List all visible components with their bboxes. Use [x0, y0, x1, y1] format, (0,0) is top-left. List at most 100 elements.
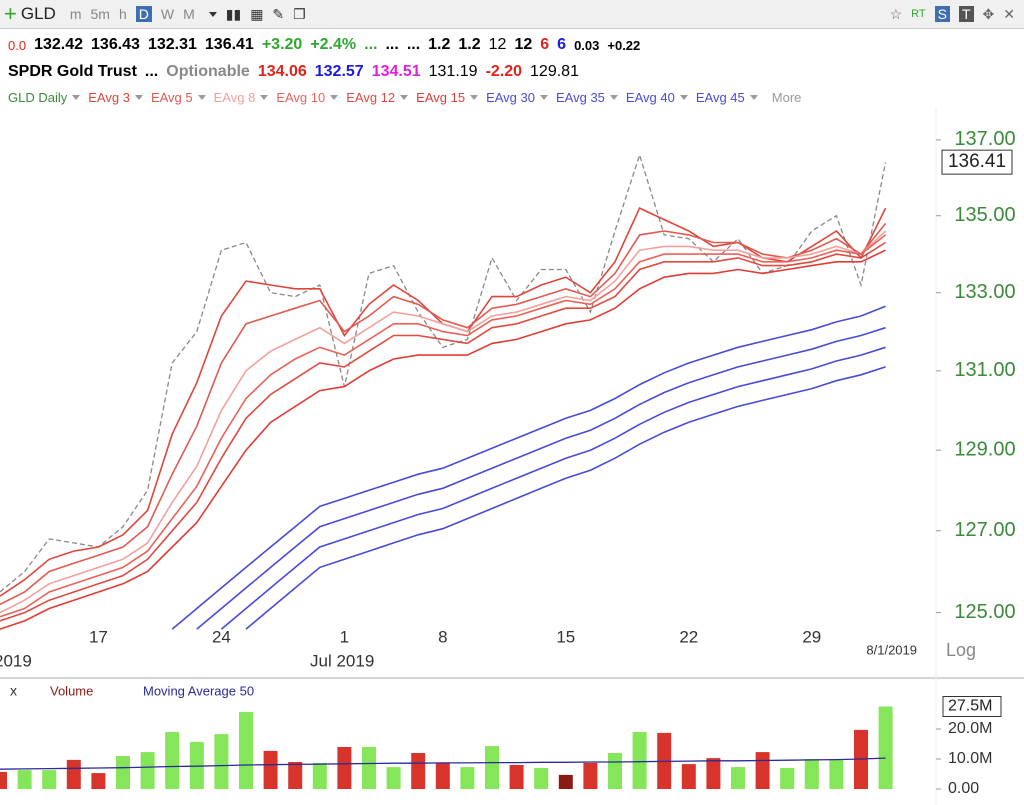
- series-line: [196, 326, 886, 630]
- plot: [0, 152, 887, 630]
- quote: ...: [385, 36, 399, 53]
- date-label: 8/1/2019: [866, 642, 917, 657]
- grid-icon[interactable]: ▦: [250, 5, 264, 22]
- more-button[interactable]: More: [771, 89, 802, 105]
- volume-bar: [583, 762, 598, 789]
- legend-entry: Moving Average 50: [143, 683, 254, 698]
- x-tick-label: 15: [556, 627, 575, 646]
- volume-bar: [0, 771, 7, 789]
- x-tick-label: 1: [340, 627, 349, 646]
- series-line: [171, 305, 886, 630]
- period-label: 2019: [0, 651, 32, 670]
- star-icon[interactable]: ☆: [889, 5, 903, 22]
- legend-entry[interactable]: EAvg 12: [346, 89, 396, 105]
- legend-entry[interactable]: EAvg 45: [695, 89, 745, 105]
- volume-bar: [681, 764, 696, 789]
- info: -2.20: [485, 63, 523, 80]
- window-icon[interactable]: ❐: [293, 5, 306, 22]
- volume-bar: [214, 734, 229, 789]
- volume-bar: [829, 759, 844, 789]
- optionable: Optionable: [166, 63, 250, 80]
- legend-entry[interactable]: EAvg 10: [276, 89, 326, 105]
- legend-dropdown[interactable]: [260, 94, 269, 100]
- company-name: SPDR Gold Trust: [8, 63, 137, 80]
- draw-icon[interactable]: ✎: [272, 5, 285, 22]
- period-label: Jul 2019: [310, 651, 374, 670]
- volume-bar: [165, 732, 180, 789]
- volume-bar: [534, 768, 549, 789]
- y-tick-label: 0.00: [948, 780, 979, 797]
- legend-entry[interactable]: EAvg 40: [625, 89, 675, 105]
- y-tick-label: 137.00: [954, 128, 1015, 150]
- change-pct: +2.4%: [310, 36, 357, 53]
- legend-dropdown[interactable]: [134, 94, 143, 100]
- x-tick-label: 29: [802, 627, 821, 646]
- volume-bar: [116, 756, 130, 789]
- y-tick-label: 10.0M: [948, 750, 992, 767]
- symbol[interactable]: GLD: [20, 4, 56, 23]
- series-line: [0, 241, 887, 622]
- volume-bar: [435, 762, 450, 789]
- legend-dropdown[interactable]: [749, 94, 758, 100]
- y-tick-label: 133.00: [954, 281, 1015, 303]
- volume-bar: [337, 747, 352, 789]
- rt-button[interactable]: RT: [911, 8, 926, 20]
- change: +3.20: [261, 36, 303, 53]
- y-tick-label: 131.00: [954, 359, 1015, 381]
- last-volume: 27.5M: [948, 698, 992, 715]
- volume-bar: [17, 770, 32, 789]
- legend-dropdown[interactable]: [540, 94, 548, 100]
- volume-bar: [460, 767, 475, 789]
- volume-bar: [42, 770, 57, 789]
- legend-dropdown[interactable]: [679, 94, 688, 100]
- timeframe[interactable]: M: [183, 6, 195, 22]
- move-icon[interactable]: ✥: [982, 5, 995, 22]
- volume-bar: [755, 752, 770, 789]
- high: 136.43: [91, 36, 140, 53]
- x-tick-label: 8: [438, 627, 447, 646]
- quote: 12: [488, 36, 507, 53]
- volume-bar: [263, 750, 278, 789]
- legend-entry[interactable]: EAvg 3: [88, 89, 130, 105]
- series-line: [0, 152, 887, 593]
- info: 131.19: [428, 63, 478, 80]
- quote: 1.2: [428, 36, 451, 53]
- chart-icon[interactable]: ▮▮: [225, 5, 242, 22]
- legend-entry[interactable]: EAvg 8: [213, 89, 256, 105]
- add-icon[interactable]: +: [4, 1, 17, 26]
- timeframe[interactable]: W: [160, 6, 175, 22]
- legend-entry[interactable]: GLD Daily: [8, 89, 68, 105]
- t-button[interactable]: T: [958, 6, 974, 22]
- timeframe[interactable]: D: [135, 6, 152, 22]
- volume-bar: [140, 752, 155, 789]
- legend-dropdown[interactable]: [470, 94, 479, 100]
- quote: 0.0: [8, 37, 27, 53]
- s-button[interactable]: S: [934, 6, 950, 22]
- info-row: SPDR Gold Trust ... Optionable 134.06 13…: [0, 59, 1024, 85]
- legend-entry[interactable]: EAvg 35: [556, 89, 605, 105]
- close-icon[interactable]: ✕: [1003, 5, 1015, 22]
- volume-bar: [91, 773, 106, 789]
- dropdown[interactable]: [208, 11, 217, 17]
- toolbar: + GLD m 5m h D W M ▮▮ ▦ ✎ ❐ ☆ RT S T ✥ ✕: [0, 0, 1024, 29]
- legend-dropdown[interactable]: [330, 94, 339, 100]
- legend-entry[interactable]: EAvg 5: [150, 89, 193, 105]
- timeframe[interactable]: h: [118, 6, 127, 22]
- series-line: [245, 366, 886, 630]
- legend-entry[interactable]: EAvg 30: [486, 89, 535, 105]
- legend-dropdown[interactable]: [197, 94, 206, 100]
- legend-entry[interactable]: EAvg 15: [416, 89, 466, 105]
- quote: 6: [557, 36, 567, 53]
- x-tick-label: 17: [89, 627, 108, 646]
- x-tick-label: 24: [212, 627, 231, 646]
- legend-dropdown[interactable]: [609, 94, 618, 100]
- timeframe[interactable]: 5m: [90, 6, 110, 22]
- legend-dropdown[interactable]: [72, 94, 81, 100]
- y-tick-label: 135.00: [954, 204, 1015, 226]
- volume-bar: [608, 753, 622, 789]
- volume-bar: [362, 747, 376, 789]
- legend-dropdown[interactable]: [400, 94, 409, 100]
- timeframe[interactable]: m: [69, 6, 82, 22]
